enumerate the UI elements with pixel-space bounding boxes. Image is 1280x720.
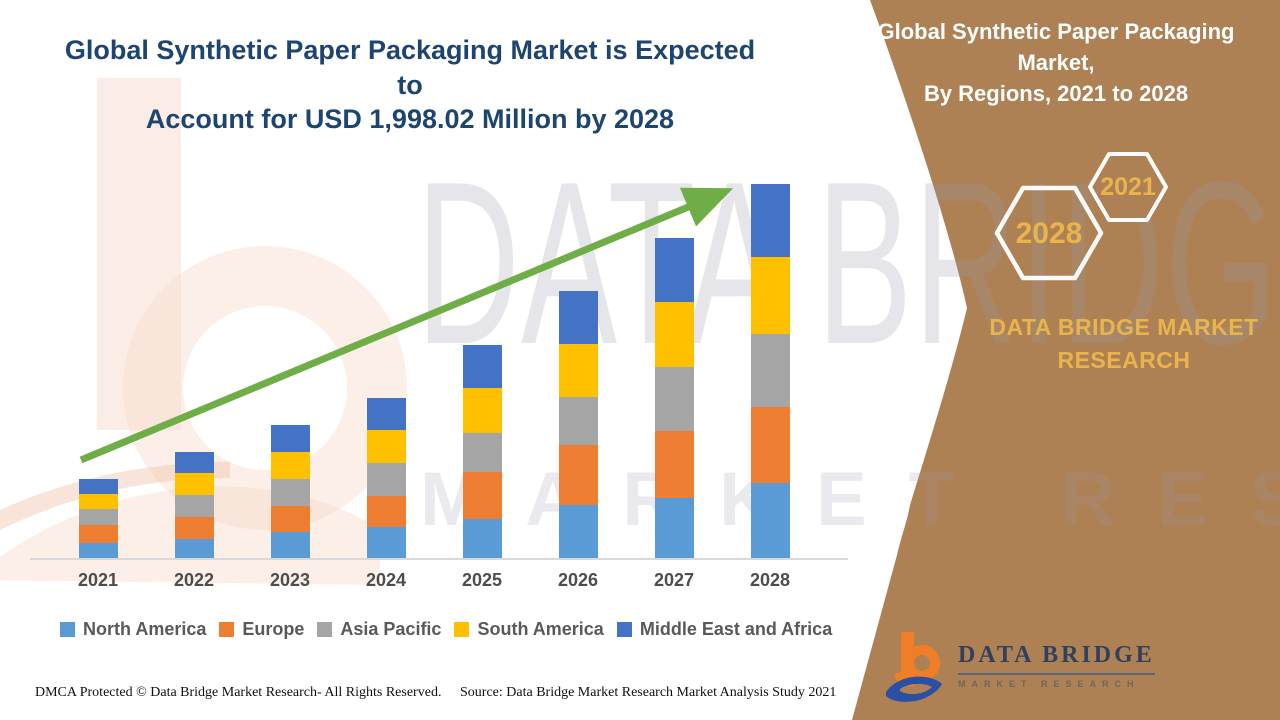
data-bridge-logo-icon [886,632,942,702]
bar-segment-asia-pacific-2021 [78,509,118,526]
bar-segment-north-america-2023 [270,531,310,558]
side-panel-heading: Global Synthetic Paper Packaging Market,… [876,16,1236,110]
bar-segment-middle-east-and-africa-2028 [750,184,790,257]
x-axis-label-2026: 2026 [557,570,599,590]
bar-segment-north-america-2021 [78,543,118,558]
chart-title-line1: Global Synthetic Paper Packaging Market … [64,35,756,100]
hexagon-2021-label: 2021 [1100,173,1156,201]
bar-segment-asia-pacific-2024 [366,462,406,497]
x-axis-label-2022: 2022 [173,570,215,590]
legend-item-asia-pacific: Asia Pacific [317,619,441,640]
legend-label: Middle East and Africa [639,619,833,639]
legend-swatch-icon [317,622,333,637]
bar-segment-europe-2025 [462,472,502,519]
logo-name: DATA BRIDGE [958,642,1155,675]
legend-label: Europe [242,619,305,639]
x-axis-label-2028: 2028 [749,570,791,590]
x-axis-label-2021: 2021 [77,570,119,590]
bar-segment-north-america-2027 [654,497,694,558]
legend-swatch-icon [219,622,235,637]
panel-brand-text: DATA BRIDGE MARKET RESEARCH [968,311,1280,376]
footer-dmca: DMCA Protected © Data Bridge Market Rese… [35,685,442,700]
x-axis-line [30,558,848,560]
footer-source: Source: Data Bridge Market Research Mark… [460,685,837,700]
hexagon-2021 [1088,152,1168,222]
bar-segment-europe-2023 [270,506,310,532]
x-axis-label-2027: 2027 [653,570,695,590]
bar-segment-north-america-2028 [750,483,790,558]
bar-segment-middle-east-and-africa-2021 [78,479,118,495]
legend-swatch-icon [454,622,470,637]
bar-segment-europe-2024 [366,496,406,528]
side-panel-heading-line3: By Regions, 2021 to 2028 [923,81,1189,107]
bar-segment-north-america-2024 [366,527,406,558]
bar-segment-north-america-2022 [174,538,214,558]
bar-segment-south-america-2022 [174,472,214,495]
legend-item-north-america: North America [60,619,206,640]
bar-segment-north-america-2026 [558,505,598,558]
chart-title: Global Synthetic Paper Packaging Market … [55,33,765,137]
legend-label: South America [477,619,604,639]
panel-brand-line2: RESEARCH [1057,346,1191,373]
bar-segment-south-america-2028 [750,256,790,335]
chart-legend: North America Europe Asia Pacific South Ame… [60,619,832,640]
legend-label: North America [83,619,207,639]
bar-2028 [750,184,790,558]
x-axis-label-2024: 2024 [365,570,407,590]
side-panel-heading-line1: Global Synthetic Paper Packaging [877,19,1235,44]
bar-segment-south-america-2021 [78,494,118,510]
bar-segment-europe-2021 [78,525,118,543]
data-bridge-logo: DATA BRIDGE MARKET RESEARCH [884,630,1155,706]
bar-segment-asia-pacific-2023 [270,478,310,507]
legend-label: Asia Pacific [340,619,442,639]
bar-segment-asia-pacific-2028 [750,334,790,408]
x-axis-label-2023: 2023 [269,570,311,590]
panel-brand-line1: DATA BRIDGE MARKET [989,314,1259,340]
legend-item-europe: Europe [219,619,304,640]
legend-item-middle-east-and-africa: Middle East and Africa [616,619,833,640]
legend-swatch-icon [60,622,75,637]
bar-segment-europe-2028 [750,407,790,484]
side-panel-heading-line2: Market, [1017,50,1095,76]
hexagon-2028 [994,185,1104,281]
logo-subtitle: MARKET RESEARCH [958,679,1140,689]
legend-swatch-icon [616,622,632,637]
logo-wordmark: DATA BRIDGE MARKET RESEARCH [958,642,1155,689]
bar-segment-asia-pacific-2022 [174,494,214,517]
bar-segment-europe-2022 [174,516,214,539]
hexagon-2028-label: 2028 [1015,217,1083,250]
bar-segment-north-america-2025 [462,518,502,558]
legend-item-south-america: South America [454,619,604,640]
chart-title-line2: Account for USD 1,998.02 Million by 2028 [145,104,675,135]
x-axis-label-2025: 2025 [461,570,503,590]
bar-2021 [78,479,118,558]
